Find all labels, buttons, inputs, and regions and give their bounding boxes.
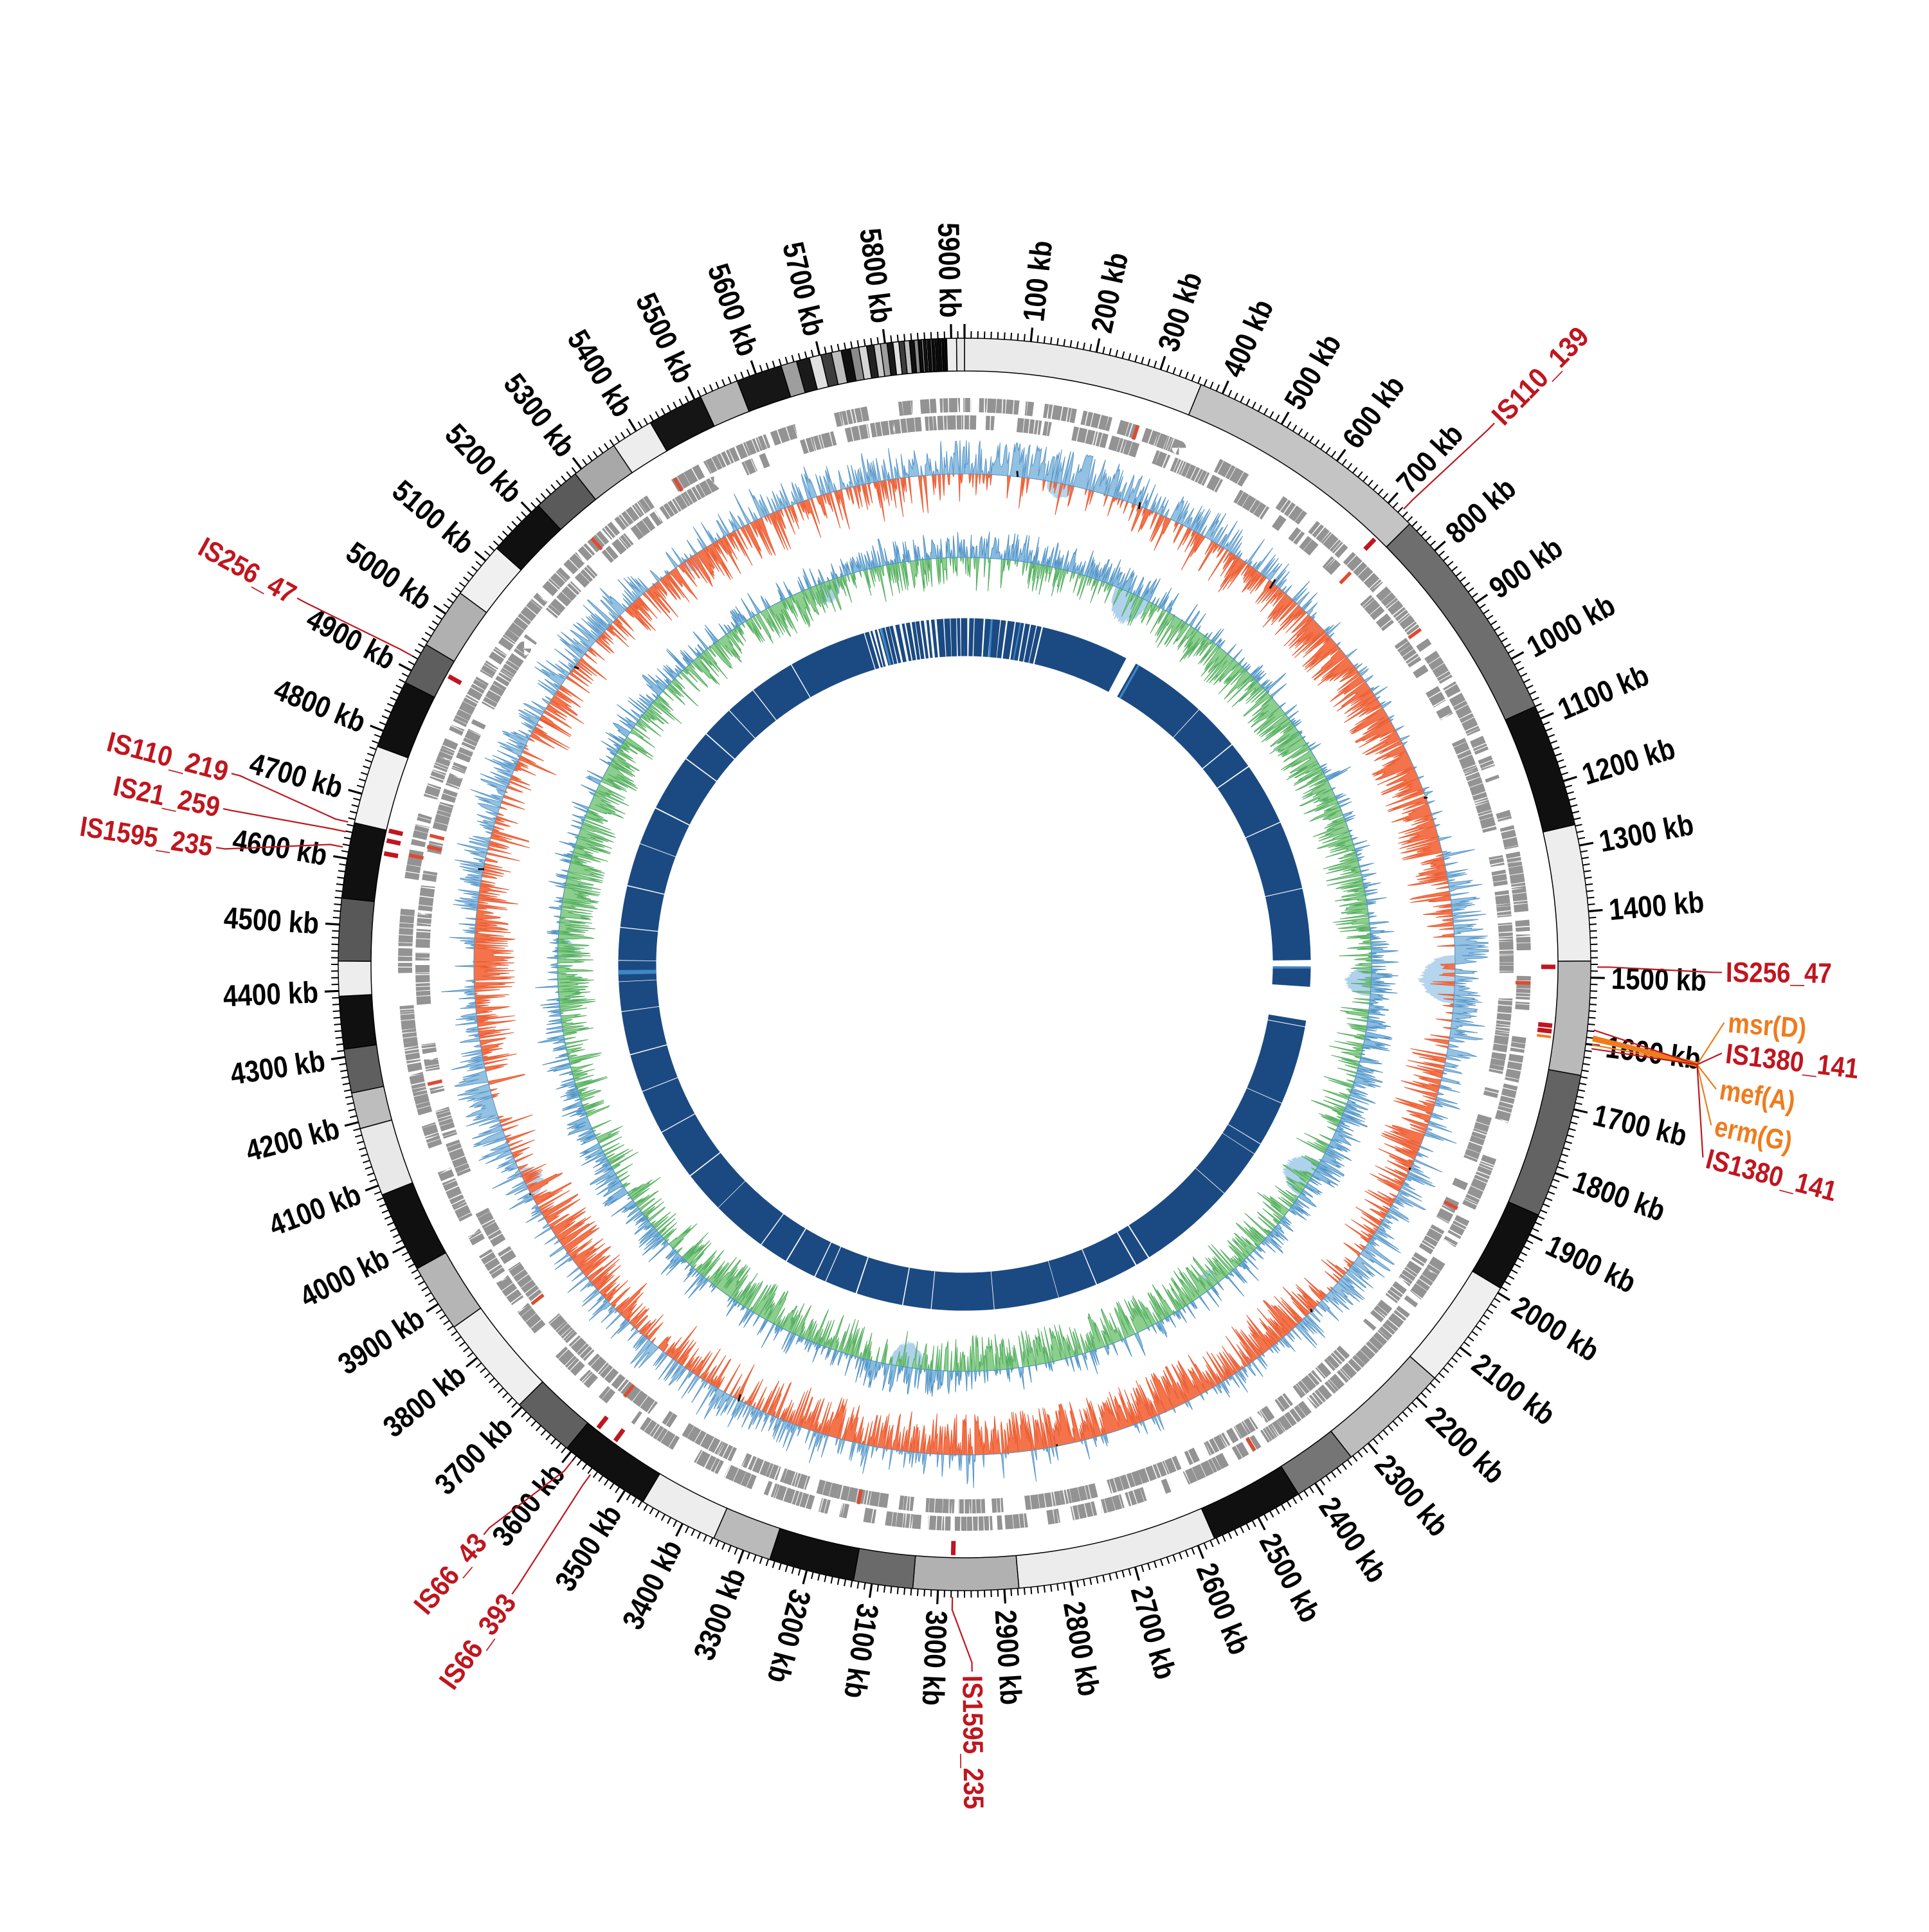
svg-text:4500 kb: 4500 kb bbox=[223, 900, 320, 940]
svg-text:3000 kb: 3000 kb bbox=[916, 1610, 954, 1706]
svg-text:5900 kb: 5900 kb bbox=[932, 222, 968, 318]
svg-text:IS1595_235: IS1595_235 bbox=[956, 1675, 989, 1810]
svg-text:msr(D): msr(D) bbox=[1727, 1007, 1807, 1044]
svg-text:1500 kb: 1500 kb bbox=[1611, 961, 1707, 997]
svg-text:IS256_47: IS256_47 bbox=[1726, 957, 1833, 989]
svg-text:2900 kb: 2900 kb bbox=[989, 1609, 1029, 1706]
svg-text:1400 kb: 1400 kb bbox=[1608, 885, 1705, 926]
svg-text:4400 kb: 4400 kb bbox=[222, 975, 319, 1013]
